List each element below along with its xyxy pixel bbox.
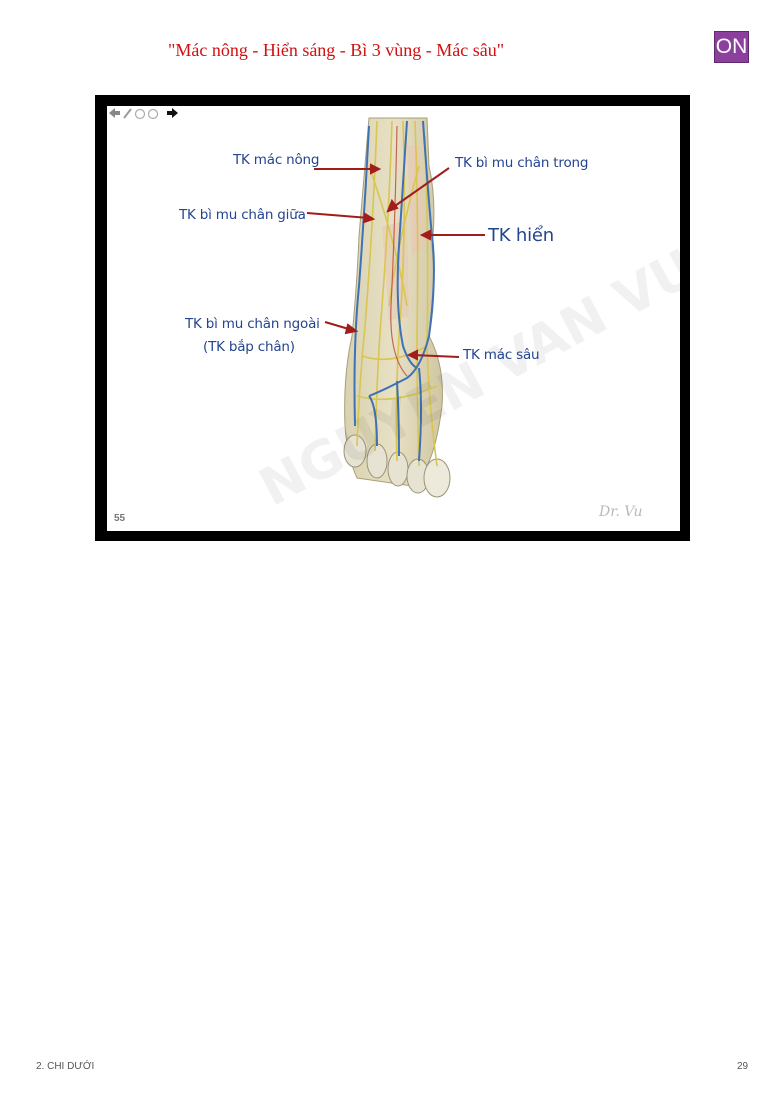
- label-bi-mu-chan-ngoai: TK bì mu chân ngoài: [185, 316, 320, 332]
- footer-page-number: 29: [737, 1061, 749, 1072]
- label-mac-sau: TK mác sâu: [463, 347, 540, 363]
- label-hien: TK hiển: [488, 225, 555, 246]
- label-bi-mu-chan-trong: TK bì mu chân trong: [455, 155, 589, 171]
- pen-icon[interactable]: [123, 108, 132, 119]
- slide-frame: NGUYEN VAN VU TK mác nông TK bì mu chân …: [95, 95, 690, 541]
- slide-number: 55: [114, 513, 126, 524]
- menu-icon[interactable]: [147, 108, 159, 120]
- next-arrow-icon[interactable]: [167, 108, 178, 118]
- label-bi-mu-chan-giua: TK bì mu chân giữa: [179, 207, 306, 223]
- zoom-icon[interactable]: [134, 108, 146, 120]
- on-badge: ON: [714, 31, 749, 63]
- foot-illustration: NGUYEN VAN VU: [250, 117, 680, 518]
- slide-credit: Dr. Vu: [599, 504, 643, 520]
- slide-image: NGUYEN VAN VU TK mác nông TK bì mu chân …: [107, 106, 680, 531]
- slide-nav-controls[interactable]: [107, 106, 197, 120]
- prev-arrow-icon[interactable]: [109, 108, 120, 118]
- page-header-title: "Mác nông - Hiển sáng - Bì 3 vùng - Mác …: [168, 40, 505, 60]
- svg-text:NGUYEN VAN VU: NGUYEN VAN VU: [250, 238, 680, 518]
- label-mac-nong: TK mác nông: [233, 152, 320, 168]
- footer-chapter: 2. CHI DƯỚI: [36, 1061, 95, 1072]
- label-bap-chan: (TK bắp chân): [203, 339, 295, 355]
